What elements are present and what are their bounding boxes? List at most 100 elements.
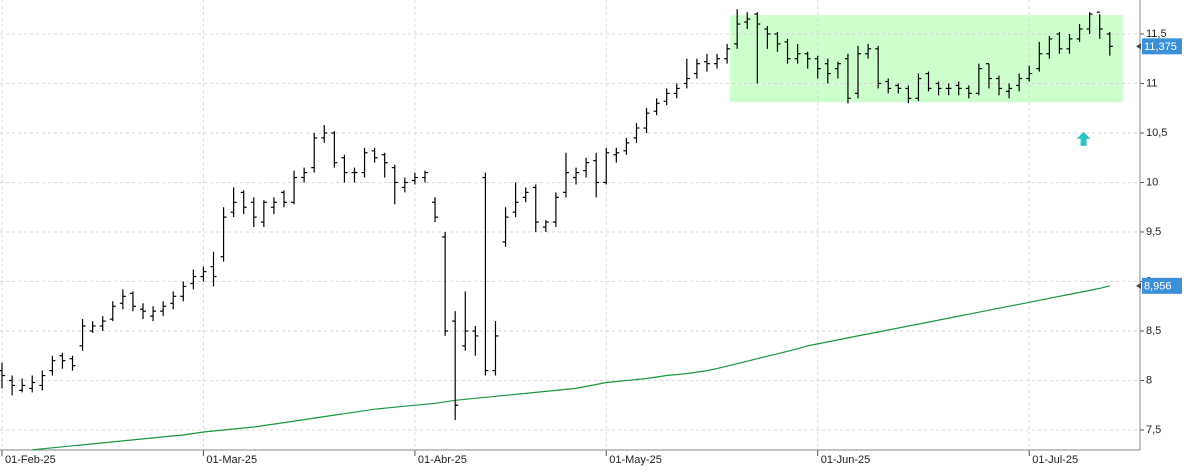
ohlc-bar	[754, 12, 761, 84]
ohlc-bar	[955, 81, 962, 96]
ohlc-bar	[160, 301, 167, 317]
ohlc-bar	[371, 147, 378, 163]
ohlc-bar	[442, 231, 449, 336]
ohlc-bar	[885, 78, 892, 94]
ohlc-bar	[119, 289, 126, 310]
y-tick-label: 8	[1146, 374, 1152, 386]
ohlc-bar	[39, 370, 46, 391]
ohlc-bar	[724, 43, 731, 64]
ohlc-bar	[583, 157, 590, 178]
ohlc-bar	[1066, 33, 1073, 54]
ohlc-bar	[109, 301, 116, 322]
ohlc-bar	[1086, 12, 1093, 34]
ohlc-bar	[401, 177, 408, 193]
ohlc-bar	[996, 75, 1003, 96]
ohlc-bar	[603, 147, 610, 185]
ohlc-bar	[784, 38, 791, 64]
ohlc-bar	[855, 45, 862, 99]
ohlc-bar	[280, 190, 287, 208]
ohlc-bar	[573, 167, 580, 185]
ohlc-bar	[0, 362, 6, 389]
ohlc-bar	[1036, 41, 1043, 72]
ohlc-bar	[1006, 83, 1013, 99]
ohlc-bar	[1056, 31, 1063, 54]
ohlc-bar	[774, 31, 781, 52]
x-tick-label: 01-Abr-25	[418, 454, 467, 466]
ohlc-bar	[432, 197, 439, 223]
ohlc-bar	[190, 269, 197, 290]
ohlc-bar	[140, 303, 147, 320]
ohlc-bar	[260, 200, 267, 228]
ohlc-bar	[220, 207, 227, 262]
ohlc-bar	[150, 306, 157, 322]
y-tick-label: 9,5	[1146, 226, 1161, 238]
ohlc-bar	[99, 316, 106, 331]
y-tick-label: 8,5	[1146, 325, 1161, 337]
ohlc-bar	[744, 12, 751, 30]
ohlc-bar	[975, 63, 982, 96]
signal-arrow	[1076, 131, 1091, 146]
ohlc-bar	[291, 170, 298, 205]
ohlc-bar	[1046, 35, 1053, 59]
price-label: 11,375	[1144, 41, 1177, 53]
ohlc-bar	[29, 375, 36, 393]
ohlc-bar	[552, 192, 559, 228]
ohlc-bar	[1026, 65, 1033, 82]
ohlc-bar	[593, 152, 600, 198]
x-tick-label: 01-Jun-25	[821, 454, 871, 466]
ohlc-bar	[9, 375, 16, 396]
ohlc-bar	[311, 132, 318, 173]
ohlc-bar	[411, 172, 418, 185]
ohlc-bar	[925, 71, 932, 92]
ohlc-bar	[270, 197, 277, 215]
x-tick-label: 01-Jul-25	[1032, 454, 1078, 466]
y-tick-label: 11,5	[1146, 28, 1167, 40]
y-tick-label: 11	[1146, 77, 1157, 89]
y-tick-label: 10	[1146, 176, 1158, 188]
ohlc-bar	[129, 291, 136, 312]
ohlc-bar	[301, 167, 308, 183]
ohlc-bar	[935, 81, 942, 96]
price-label-box	[1142, 38, 1182, 55]
ohlc-bar	[915, 73, 922, 102]
ohlc-bar	[693, 58, 700, 79]
ohlc-bar	[1096, 11, 1103, 39]
price-label-box	[1142, 277, 1182, 294]
ohlc-bar	[532, 184, 539, 232]
ohlc-bar	[804, 51, 811, 69]
ohlc-bar	[240, 190, 247, 215]
ohlc-bar	[703, 53, 710, 72]
y-tick-label: 7,5	[1146, 424, 1161, 436]
ohlc-bar	[673, 83, 680, 99]
price-pointer	[1136, 43, 1141, 50]
ohlc-bar	[542, 220, 549, 232]
ohlc-bar	[502, 207, 509, 247]
ohlc-bar	[1016, 73, 1023, 92]
ohlc-bar	[180, 281, 187, 302]
ohlc-bar	[643, 108, 650, 133]
ohlc-bar	[834, 61, 841, 79]
ohlc-bar	[19, 378, 26, 393]
price-label: 8,956	[1144, 281, 1172, 293]
ohlc-bar	[1076, 24, 1083, 42]
ohlc-bar	[170, 291, 177, 310]
ohlc-bar	[391, 164, 398, 205]
ohlc-bar	[421, 170, 428, 183]
ohlc-bar	[79, 319, 86, 351]
ohlc-bar	[1106, 31, 1113, 56]
ohlc-bar	[653, 98, 660, 116]
ohlc-bar	[361, 147, 368, 178]
ohlc-bar	[49, 355, 56, 376]
ohlc-bar	[462, 291, 469, 351]
ohlc-bar	[341, 154, 348, 183]
ohlc-bar	[472, 326, 479, 356]
ohlc-bar	[321, 125, 328, 143]
ohlc-bar	[250, 197, 257, 228]
ohlc-bar	[965, 85, 972, 99]
ohlc-bar	[734, 9, 741, 49]
ohlc-bar	[814, 55, 821, 79]
ohlc-bar	[844, 53, 851, 104]
ohlc-bar	[945, 83, 952, 96]
ohlc-bar	[512, 182, 519, 218]
